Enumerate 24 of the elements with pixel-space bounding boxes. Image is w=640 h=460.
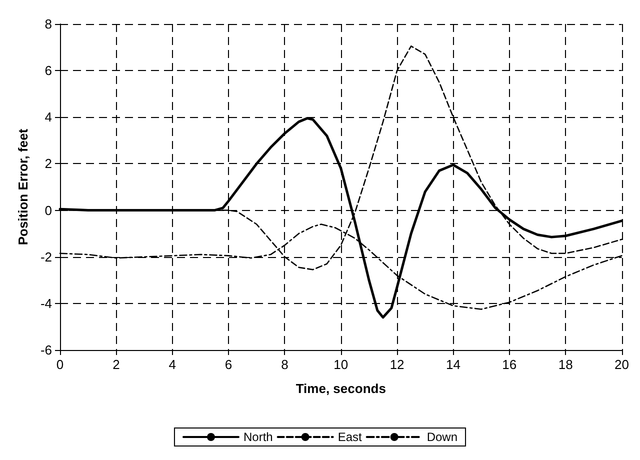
y-tick-label: -4 bbox=[40, 296, 52, 311]
y-tick-label: 4 bbox=[44, 110, 52, 125]
y-axis-title: Position Error, feet bbox=[16, 128, 31, 246]
legend-label: East bbox=[338, 430, 363, 444]
x-axis-title: Time, seconds bbox=[296, 381, 386, 396]
x-tick-label: 10 bbox=[334, 357, 348, 372]
x-tick-label: 0 bbox=[56, 357, 64, 372]
x-tick-label: 12 bbox=[390, 357, 404, 372]
x-tick-label: 2 bbox=[112, 357, 120, 372]
y-tick-label: 8 bbox=[44, 16, 52, 32]
y-tick-label: -2 bbox=[40, 249, 52, 264]
x-tick-label: 20 bbox=[614, 357, 630, 372]
x-tick-label: 6 bbox=[224, 357, 232, 372]
x-tick-label: 8 bbox=[281, 357, 288, 372]
y-tick-label: -6 bbox=[40, 342, 52, 358]
x-tick-label: 16 bbox=[502, 357, 517, 372]
y-tick-label: 0 bbox=[44, 202, 52, 218]
y-tick-label: 6 bbox=[44, 63, 52, 78]
x-tick-label: 4 bbox=[168, 357, 176, 372]
legend-label: Down bbox=[426, 430, 458, 444]
y-tick-label: 2 bbox=[44, 156, 52, 172]
x-tick-label: 18 bbox=[558, 357, 573, 372]
x-tick-label: 14 bbox=[446, 357, 460, 372]
legend-label: North bbox=[243, 430, 273, 444]
